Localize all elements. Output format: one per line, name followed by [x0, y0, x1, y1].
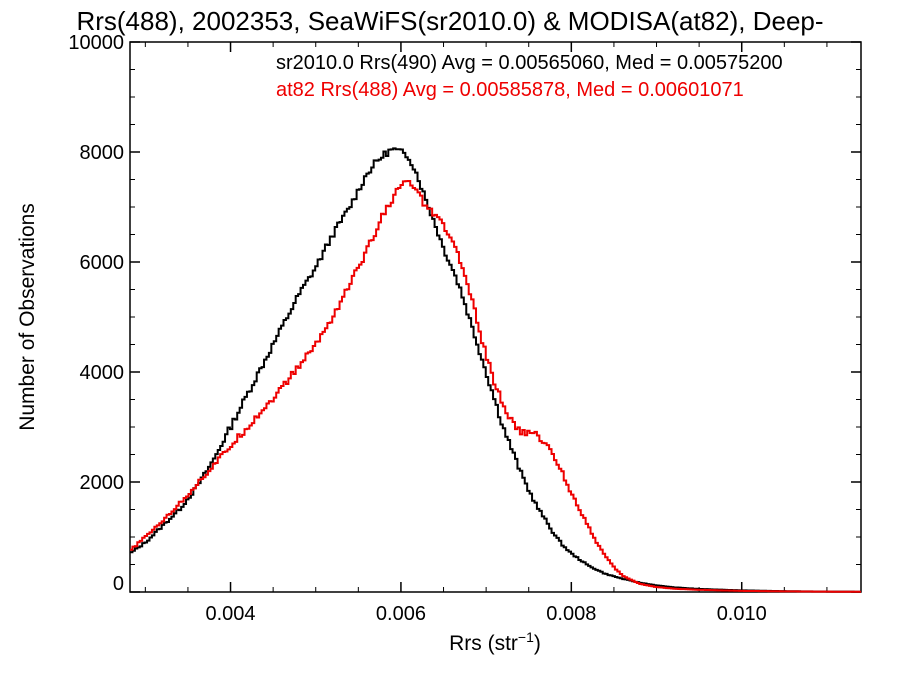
series-line-seawifs: [130, 147, 861, 593]
series-group: [130, 147, 861, 593]
x-tick-label: 0.008: [546, 603, 596, 625]
y-axis-label: Number of Observations: [16, 203, 39, 431]
series-line-modisa: [130, 180, 861, 593]
y-axis: 0 2000 4000 6000 8000 10000: [68, 32, 861, 595]
x-axis-label-superscript: −1: [518, 629, 534, 645]
x-axis-label: Rrs (str−1): [449, 629, 541, 655]
y-tick-label: 8000: [80, 142, 125, 164]
plot-frame: [129, 41, 862, 593]
x-axis-label-main: Rrs (str: [449, 632, 518, 655]
x-axis: 0.004 0.006 0.008 0.010: [144, 42, 828, 625]
legend-entry-seawifs: sr2010.0 Rrs(490) Avg = 0.00565060, Med …: [276, 52, 783, 74]
x-axis-label-close: ): [534, 632, 541, 655]
chart-title: Rrs(488), 2002353, SeaWiFS(sr2010.0) & M…: [76, 6, 823, 36]
y-tick-label: 10000: [68, 32, 124, 54]
y-tick-label: 0: [113, 573, 124, 595]
y-tick-label: 2000: [80, 472, 125, 494]
y-tick-label: 6000: [80, 252, 125, 274]
x-tick-label: 0.006: [376, 603, 426, 625]
x-tick-label: 0.004: [206, 603, 256, 625]
x-tick-label: 0.010: [717, 603, 767, 625]
legend-entry-modisa: at82 Rrs(488) Avg = 0.00585878, Med = 0.…: [276, 79, 744, 101]
y-tick-label: 4000: [80, 362, 125, 384]
